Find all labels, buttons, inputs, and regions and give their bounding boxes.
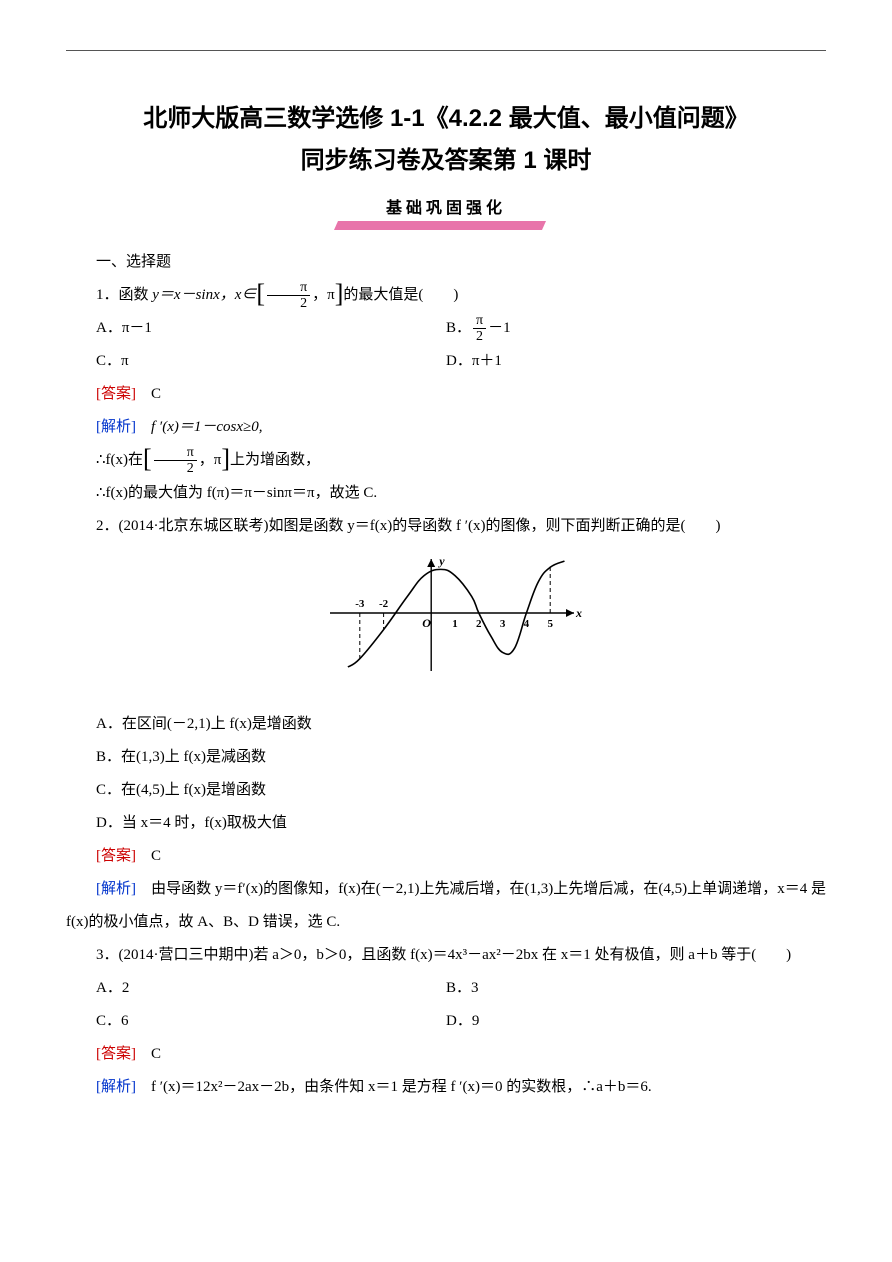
svg-text:5: 5 (547, 618, 553, 630)
q1-opt-c: C．π (66, 345, 446, 378)
svg-text:O: O (422, 616, 431, 630)
q1-opts-row1: A．π－1 B．π2－1 (66, 312, 826, 345)
q1-opt-b-den: 2 (473, 328, 486, 344)
q1-exp-int-den: 2 (154, 460, 197, 476)
svg-text:3: 3 (500, 618, 506, 630)
q1-int-left-den: 2 (267, 295, 310, 311)
explain-label: [解析] (96, 419, 136, 435)
q1-exp-l1: f ′(x)＝1－cosx≥0, (151, 419, 262, 435)
q3-opts-row1: A．2 B．3 (66, 972, 826, 1005)
q1-stem-suffix: 的最大值是( ) (343, 287, 458, 303)
q3-opts-row2: C．6 D．9 (66, 1005, 826, 1038)
q2-opt-c: C．在(4,5)上 f(x)是增函数 (66, 774, 826, 807)
title-line-2: 同步练习卷及答案第 1 课时 (66, 142, 826, 180)
page: 北师大版高三数学选修 1-1《4.2.2 最大值、最小值问题》 同步练习卷及答案… (6, 0, 886, 1164)
q1-explain-1: [解析] f ′(x)＝1－cosx≥0, (66, 411, 826, 444)
banner-text: 基础巩固强化 (386, 200, 506, 217)
q1-opt-b: B．π2－1 (446, 312, 826, 345)
q2-graph: -3 -2 1 2 3 4 5 Ox y (66, 549, 826, 702)
q3-answer: [答案] C (66, 1038, 826, 1071)
svg-text:-2: -2 (379, 598, 389, 610)
q2-stem: 2．(2014·北京东城区联考)如图是函数 y＝f(x)的导函数 f ′(x)的… (66, 510, 826, 543)
q3-opt-d: D．9 (446, 1005, 826, 1038)
q1-int-left-num: π (267, 280, 310, 295)
svg-text:4: 4 (524, 618, 530, 630)
derivative-graph: -3 -2 1 2 3 4 5 Ox y (306, 549, 586, 689)
q1-answer: [答案] C (66, 378, 826, 411)
section-heading: 一、选择题 (66, 246, 826, 279)
q1-opt-b-num: π (473, 313, 486, 328)
q3-opt-c: C．6 (66, 1005, 446, 1038)
banner: 基础巩固强化 (66, 189, 826, 228)
q1-opt-a: A．π－1 (66, 312, 446, 345)
q1-exp-l2-pre: ∴f(x)在 (96, 452, 143, 468)
q3-answer-val: C (151, 1046, 161, 1062)
q3-exp: f ′(x)＝12x²－2ax－2b，由条件知 x＝1 是方程 f ′(x)＝0… (151, 1079, 652, 1095)
answer-label: [答案] (96, 386, 136, 402)
q1-stem-prefix: 1．函数 (96, 287, 152, 303)
q1-stem-mid: y＝x－sinx，x∈ (152, 287, 256, 303)
q3-explain: [解析] f ′(x)＝12x²－2ax－2b，由条件知 x＝1 是方程 f ′… (66, 1071, 826, 1104)
answer-label: [答案] (96, 1046, 136, 1062)
q1-stem: 1．函数 y＝x－sinx，x∈[π2，π]的最大值是( ) (66, 279, 826, 312)
q1-exp-l2-post: 上为增函数， (230, 452, 320, 468)
q1-answer-val: C (151, 386, 161, 402)
q3-opt-a: A．2 (66, 972, 446, 1005)
q2-exp: 由导函数 y＝f′(x)的图像知，f(x)在(－2,1)上先减后增，在(1,3)… (66, 881, 826, 930)
body: 一、选择题 1．函数 y＝x－sinx，x∈[π2，π]的最大值是( ) A．π… (66, 246, 826, 1104)
q2-answer: [答案] C (66, 840, 826, 873)
q1-int-right: π (327, 287, 335, 303)
q3-opt-b: B．3 (446, 972, 826, 1005)
q2-opt-b: B．在(1,3)上 f(x)是减函数 (66, 741, 826, 774)
explain-label: [解析] (96, 1079, 136, 1095)
title-line-1: 北师大版高三数学选修 1-1《4.2.2 最大值、最小值问题》 (66, 100, 826, 138)
explain-label: [解析] (96, 881, 136, 897)
q2-answer-val: C (151, 848, 161, 864)
answer-label: [答案] (96, 848, 136, 864)
svg-text:y: y (437, 554, 445, 568)
q1-opts-row2: C．π D．π＋1 (66, 345, 826, 378)
banner-underline (334, 221, 546, 230)
top-rule (66, 50, 826, 51)
svg-text:x: x (575, 606, 582, 620)
q1-opt-b-pre: B． (446, 320, 471, 336)
q1-exp-int-num: π (154, 445, 197, 460)
q2-explain: [解析] 由导函数 y＝f′(x)的图像知，f(x)在(－2,1)上先减后增，在… (66, 873, 826, 939)
q2-opt-d: D．当 x＝4 时，f(x)取极大值 (66, 807, 826, 840)
q1-opt-b-post: －1 (488, 320, 511, 336)
q1-explain-2: ∴f(x)在[π2，π]上为增函数， (66, 444, 826, 477)
q3-stem: 3．(2014·营口三中期中)若 a＞0，b＞0，且函数 f(x)＝4x³－ax… (66, 939, 826, 972)
q2-opt-a: A．在区间(－2,1)上 f(x)是增函数 (66, 708, 826, 741)
svg-text:2: 2 (476, 618, 482, 630)
q1-explain-3: ∴f(x)的最大值为 f(π)＝π－sinπ＝π，故选 C. (66, 477, 826, 510)
svg-text:-3: -3 (355, 598, 365, 610)
q1-opt-d: D．π＋1 (446, 345, 826, 378)
svg-text:1: 1 (452, 618, 458, 630)
